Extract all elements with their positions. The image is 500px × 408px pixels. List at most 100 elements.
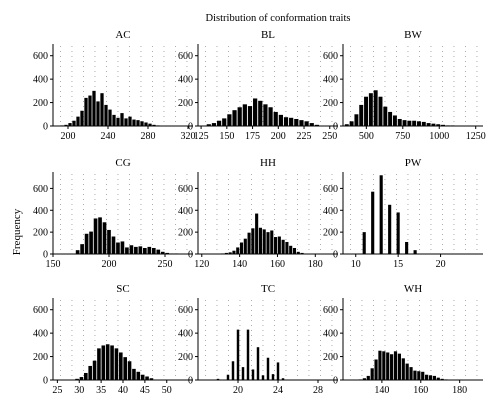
histogram-bar	[84, 233, 89, 254]
histogram-bar	[426, 123, 431, 126]
histogram-bar	[125, 247, 129, 254]
y-tick-label: 600	[178, 305, 193, 316]
y-tick-label: 400	[178, 206, 193, 217]
histogram-bar	[68, 123, 72, 126]
y-tick-label: 400	[323, 206, 338, 217]
histogram-bar	[262, 229, 266, 254]
histogram-bar	[368, 93, 373, 126]
panel-cg: CG 150 200 250 0 200 400 600	[33, 157, 193, 270]
x-tick-label: 150	[46, 259, 61, 270]
x-tick-label: 180	[452, 385, 467, 396]
y-tick-label: 400	[178, 329, 193, 340]
y-tick-label: 600	[323, 51, 338, 62]
histogram-bar	[289, 117, 294, 126]
histogram-bar	[413, 370, 417, 380]
histogram-bar	[111, 236, 116, 254]
histogram-bar	[364, 96, 369, 126]
x-tick-label: 160	[413, 385, 428, 396]
histogram-bar	[243, 238, 247, 254]
histogram-bar	[119, 352, 123, 380]
histogram-bar	[211, 123, 217, 126]
histogram-bar	[251, 228, 255, 254]
histogram-bar	[226, 374, 230, 380]
histogram-bar	[216, 120, 222, 126]
histogram-bar	[124, 118, 128, 126]
histogram-bar	[281, 239, 285, 254]
histogram-bar	[64, 124, 68, 126]
histogram-bar	[242, 104, 247, 126]
histogram-bar	[128, 116, 132, 126]
histogram-bar	[127, 361, 132, 380]
histogram-bar	[373, 90, 378, 126]
histogram-bar	[143, 247, 147, 254]
histogram-bar	[160, 251, 165, 254]
y-tick-label: 200	[178, 98, 193, 109]
x-tick-label: 240	[101, 131, 116, 142]
histogram-bar	[425, 374, 429, 380]
x-tick-label: 20	[233, 385, 243, 396]
x-tick-label: 10	[351, 259, 361, 270]
histogram-bar	[123, 357, 127, 380]
histogram-bar	[300, 252, 304, 254]
histogram-bar	[140, 121, 144, 126]
histogram-bar	[152, 124, 156, 126]
panel-sc: SC 25 30 35 40 45 50 0 200 400 600	[33, 283, 193, 396]
histogram-bar	[374, 359, 378, 380]
panel-title: CG	[115, 157, 130, 169]
histogram-bar	[156, 249, 161, 254]
grid	[60, 46, 188, 122]
histogram-bar	[79, 377, 84, 380]
histogram-bar	[390, 354, 394, 380]
histogram-bar	[92, 90, 96, 126]
histogram-bar	[292, 247, 297, 254]
y-tick-label: 200	[33, 98, 48, 109]
histogram-bar	[80, 110, 84, 126]
histogram-bar	[216, 378, 220, 380]
y-tick-label: 200	[323, 228, 338, 239]
x-tick-label: 15	[393, 259, 403, 270]
histogram-bar	[392, 115, 397, 126]
panel-title: AC	[115, 29, 130, 41]
x-tick-label: 200	[61, 131, 76, 142]
panel-wh: WH 140 160 180 0 200 400 600	[323, 283, 483, 396]
histogram-bar	[165, 252, 170, 254]
histogram-bar	[253, 98, 258, 126]
x-tick-label: 30	[74, 385, 84, 396]
panel-title: PW	[405, 157, 422, 169]
histogram-bar	[417, 121, 421, 126]
x-tick-label: 750	[395, 131, 410, 142]
grid	[60, 174, 188, 250]
histogram-bar	[136, 120, 140, 126]
histogram-bar	[110, 345, 114, 380]
histogram-bar	[98, 217, 102, 254]
x-tick-label: 160	[270, 259, 285, 270]
histogram-bar	[224, 252, 228, 254]
histogram-bar	[246, 329, 250, 380]
histogram-bar	[386, 352, 390, 380]
y-tick-label: 600	[33, 305, 48, 316]
x-tick-label: 200	[271, 131, 286, 142]
x-tick-label: 180	[308, 259, 323, 270]
histogram-bar	[132, 119, 136, 126]
y-tick-label: 200	[323, 352, 338, 363]
histogram-bar	[149, 378, 154, 380]
histogram-bar	[362, 232, 366, 254]
x-tick-label: 40	[118, 385, 128, 396]
histogram-bar	[261, 375, 265, 380]
histogram-bar	[129, 245, 134, 254]
histogram-bar	[268, 107, 273, 126]
histogram-bar	[370, 368, 374, 380]
histogram-bar	[116, 242, 120, 254]
histogram-bar	[239, 242, 244, 254]
grid	[60, 300, 188, 376]
histogram-bar	[108, 109, 112, 126]
histogram-bar	[255, 213, 259, 254]
histogram-bar	[407, 120, 412, 126]
histogram-bar	[151, 247, 156, 254]
histogram-bar	[441, 124, 446, 126]
histogram-bar	[76, 116, 80, 126]
